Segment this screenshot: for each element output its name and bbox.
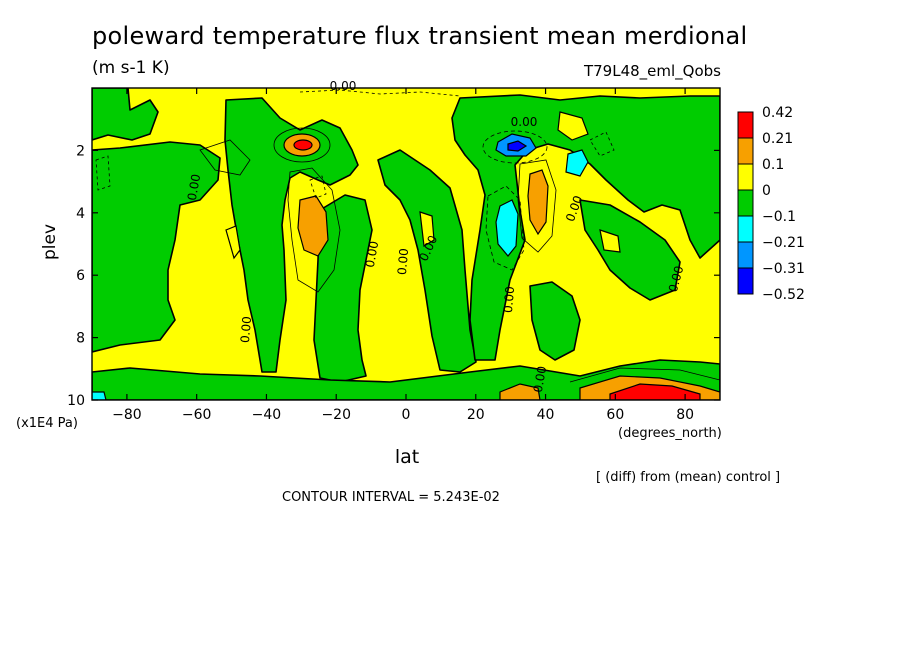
x-axis-units: (degrees_north) [618, 426, 722, 441]
colorbar-label: 0.21 [762, 131, 793, 147]
contour-north-arc [517, 159, 557, 253]
contour-label: 0.00 [363, 240, 381, 269]
contour-label: 0.00 [238, 316, 254, 344]
contour-top-band [299, 89, 461, 97]
y-tick-label: 4 [76, 206, 85, 222]
y-axis-units: (x1E4 Pa) [16, 416, 78, 431]
chart-title: poleward temperature flux transient mean… [92, 22, 748, 50]
region-i [529, 281, 581, 361]
x-tick-label: 60 [606, 407, 624, 423]
axis-ticks: −80 −60 −40 −20 0 20 40 60 80 2 4 6 8 10 [67, 88, 720, 423]
min-north-mid [495, 199, 519, 257]
region-b [92, 141, 221, 353]
contour-labels: 0.000.000.000.00 0.00 0.000.000.000.000.00… [185, 79, 687, 394]
x-tick-label: −60 [182, 407, 212, 423]
colorbar-swatch [737, 241, 754, 269]
peak-south [293, 139, 313, 151]
region-e [377, 149, 477, 373]
x-tick-label: −80 [112, 407, 142, 423]
min-north-upper [565, 149, 589, 177]
patch-a [225, 225, 241, 260]
colorbar-label: −0.21 [762, 235, 805, 251]
diff-note: [ (diff) from (mean) control ] [596, 470, 781, 485]
contour-ring-south [273, 127, 331, 163]
contour-label: 0.00 [666, 264, 686, 293]
colorbar-swatch [737, 137, 754, 165]
region-h [92, 359, 720, 400]
plot-field [92, 88, 720, 400]
x-tick-label: 0 [402, 407, 411, 423]
patch-b [557, 111, 589, 141]
y-tick-label: 6 [76, 268, 85, 284]
x-axis-label: lat [394, 446, 420, 468]
region-d [313, 194, 373, 383]
contour-west-dash [309, 175, 327, 199]
contour-label: 0.00 [531, 365, 549, 394]
contour-west-upper [199, 139, 251, 176]
peak-north-surface [609, 383, 701, 400]
colorbar-swatch [737, 215, 754, 243]
y-tick-label: 2 [76, 143, 85, 159]
contour-interval: CONTOUR INTERVAL = 5.243E-02 [282, 490, 500, 505]
max-south-mid [297, 195, 329, 257]
colorbar-label: 0.1 [762, 157, 784, 173]
contour-label: 0.00 [395, 248, 411, 276]
x-tick-label: 20 [467, 407, 485, 423]
max-north-mid [527, 169, 549, 236]
run-label: T79L48_eml_Qobs [583, 62, 721, 80]
contour-label: 0.00 [185, 173, 203, 202]
min-surface-south [92, 391, 107, 400]
colorbar-label: −0.1 [762, 209, 796, 225]
patch-d [419, 211, 435, 247]
contour-label: 0.00 [511, 115, 538, 129]
colorbar-swatch [737, 163, 754, 191]
colorbar-label: 0.42 [762, 105, 793, 121]
region-c [224, 97, 359, 373]
patch-c [599, 229, 621, 253]
contour-label: 0.00 [501, 286, 517, 314]
region-g [579, 199, 681, 301]
x-tick-label: −20 [321, 407, 351, 423]
contour-label: 0.00 [330, 79, 357, 93]
x-tick-label: −40 [252, 407, 282, 423]
contour-ring-north [482, 130, 548, 164]
peak-regions [293, 139, 701, 400]
contour-south-arc [287, 167, 341, 293]
x-tick-label: 80 [676, 407, 694, 423]
positive-patches [225, 111, 621, 260]
colorbar: 0.42 0.21 0.1 0 −0.1 −0.21 −0.31 −0.52 [737, 105, 805, 303]
x-tick-label: 40 [537, 407, 555, 423]
negative-regions [92, 88, 720, 400]
y-tick-label: 8 [76, 331, 85, 347]
y-tick-label: 10 [67, 393, 85, 409]
contour-east-dash [589, 131, 615, 157]
strong-negative-regions [92, 133, 589, 400]
min-jet-peak [507, 140, 528, 152]
colorbar-label: −0.31 [762, 261, 805, 277]
chart-units: (m s-1 K) [92, 58, 170, 78]
colorbar-label: 0 [762, 183, 771, 199]
contour-surface-north [569, 367, 720, 383]
contour-lines [95, 89, 720, 383]
contour-polar-south [95, 155, 111, 191]
region-a [92, 88, 159, 141]
max-surface-mid [499, 383, 541, 400]
colorbar-label: −0.52 [762, 287, 805, 303]
colorbar-swatch [737, 267, 754, 295]
region-f [451, 94, 720, 361]
colorbar-swatch [737, 189, 754, 217]
colorbar-swatch [737, 111, 754, 139]
contour-min-mid [485, 185, 525, 271]
